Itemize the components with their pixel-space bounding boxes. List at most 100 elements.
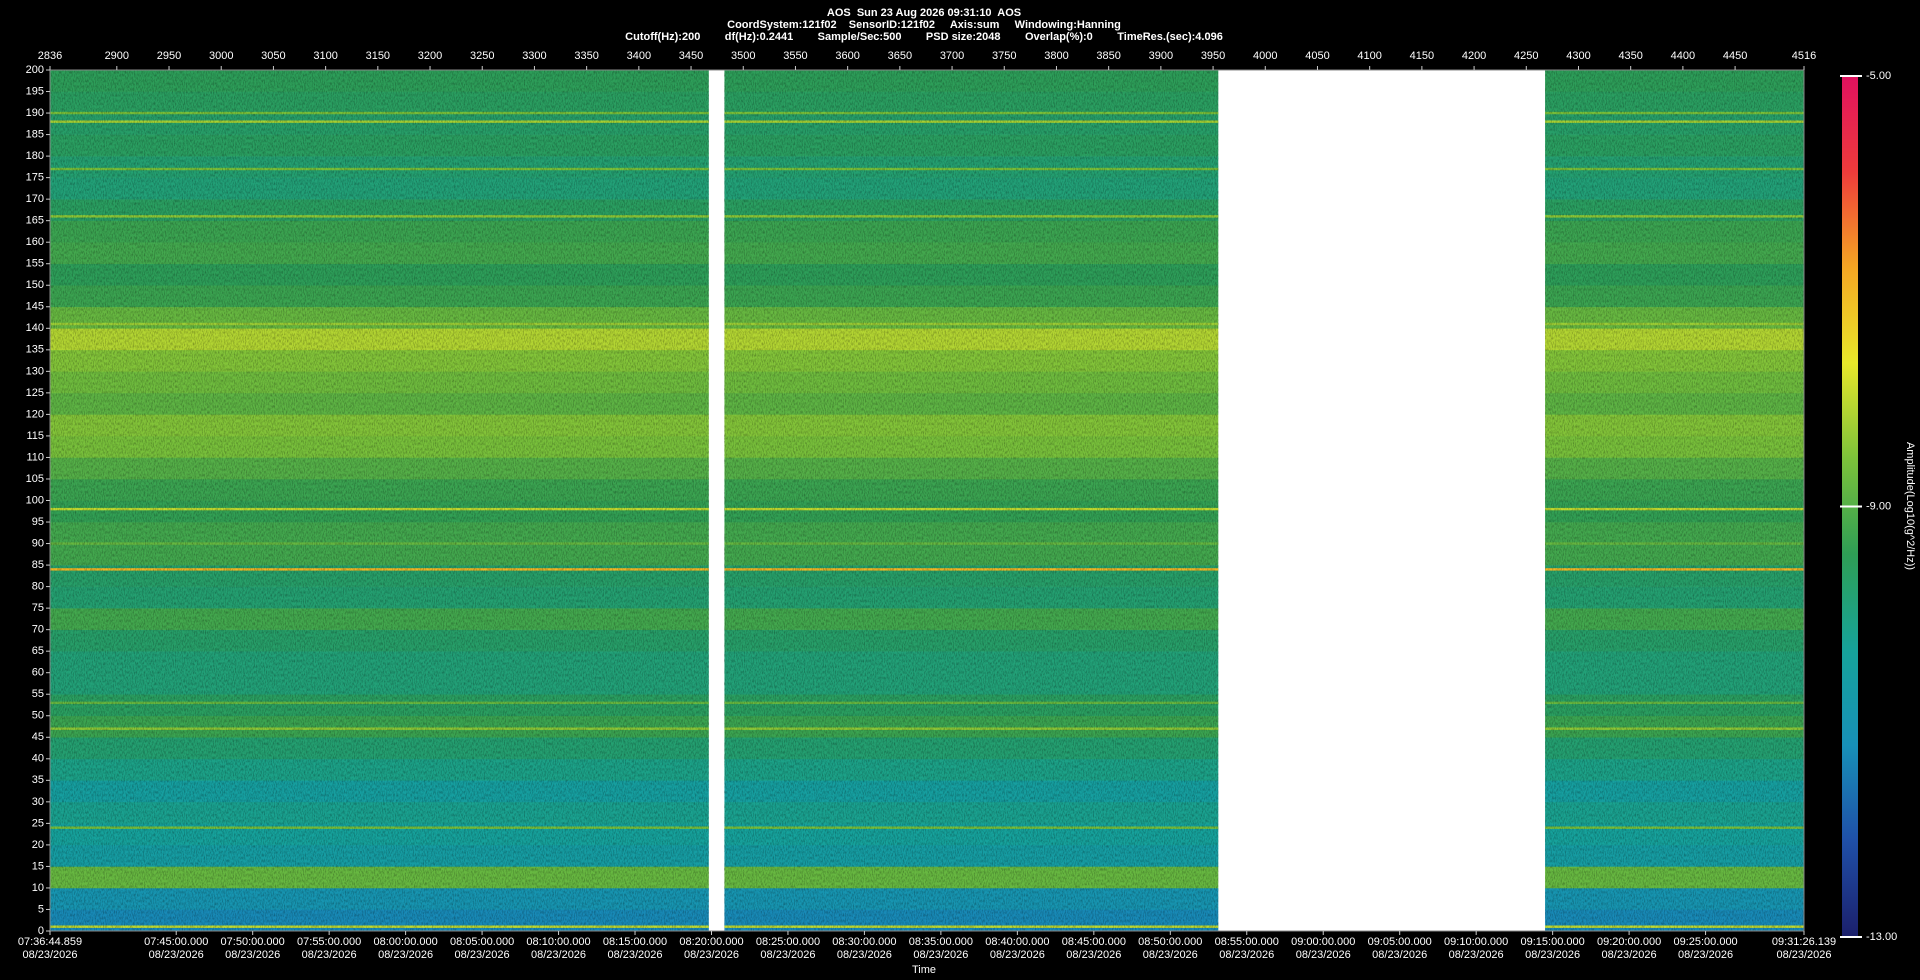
time-tick-label: 09:10:00.000 08/23/2026 — [1444, 936, 1509, 961]
y-tick-label: 65 — [32, 645, 44, 657]
time-tick-label: 07:55:00.000 08/23/2026 — [297, 936, 362, 961]
x-tick-label: 2950 — [157, 50, 181, 62]
colorbar-tick-label: -5.00 — [1866, 70, 1891, 82]
y-tick-label: 60 — [32, 667, 44, 679]
time-tick-label: 08:50:00.000 08/23/2026 — [1138, 936, 1203, 961]
time-tick-label: 07:45:00.000 08/23/2026 — [144, 936, 209, 961]
x-tick-label: 3500 — [731, 50, 755, 62]
time-tick-label: 08:45:00.000 08/23/2026 — [1061, 936, 1126, 961]
y-tick-label: 95 — [32, 516, 44, 528]
y-tick-label: 15 — [32, 860, 44, 872]
texture — [50, 70, 709, 931]
time-tick-label: 08:25:00.000 08/23/2026 — [755, 936, 821, 961]
y-tick-label: 110 — [26, 451, 44, 463]
x-tick-label: 3050 — [261, 50, 285, 62]
y-tick-label: 200 — [26, 64, 44, 76]
y-tick-label: 135 — [26, 344, 44, 356]
y-tick-label: 30 — [32, 796, 44, 808]
time-tick-label: 08:30:00.000 08/23/2026 — [832, 936, 897, 961]
x-tick-label: 3450 — [679, 50, 703, 62]
x-tick-label: 3350 — [574, 50, 598, 62]
time-tick-label: 08:15:00.000 08/23/2026 — [602, 936, 668, 961]
time-tick-label: 08:00:00.000 08/23/2026 — [373, 936, 438, 961]
y-tick-label: 125 — [26, 387, 44, 399]
time-tick-label: 09:25:00.000 08/23/2026 — [1673, 936, 1738, 961]
y-tick-label: 185 — [26, 128, 44, 140]
y-tick-label: 170 — [26, 193, 44, 205]
x-tick-label: 4400 — [1671, 50, 1695, 62]
x-tick-label: 3300 — [522, 50, 546, 62]
texture — [1545, 70, 1804, 931]
y-tick-label: 150 — [26, 279, 44, 291]
time-tick-label: 08:40:00.000 08/23/2026 — [985, 936, 1050, 961]
y-tick-label: 50 — [32, 710, 44, 722]
y-tick-label: 190 — [26, 107, 44, 119]
y-tick-label: 85 — [32, 559, 44, 571]
x-tick-label: 2836 — [38, 50, 62, 62]
y-tick-label: 0 — [38, 925, 44, 937]
time-tick-label: 07:36:44.859 08/23/2026 — [17, 936, 83, 961]
x-tick-label: 3200 — [418, 50, 442, 62]
time-tick-label: 09:15:00.000 08/23/2026 — [1520, 936, 1585, 961]
y-tick-label: 155 — [26, 258, 44, 270]
y-tick-label: 80 — [32, 581, 44, 593]
x-tick-label: 4000 — [1253, 50, 1277, 62]
x-tick-label: 4350 — [1618, 50, 1642, 62]
y-tick-label: 10 — [32, 882, 44, 894]
x-tick-label: 4300 — [1566, 50, 1590, 62]
y-tick-label: 140 — [26, 322, 44, 334]
x-tick-label: 4250 — [1514, 50, 1538, 62]
x-tick-label: 4100 — [1357, 50, 1381, 62]
x-tick-label: 3650 — [888, 50, 912, 62]
y-tick-label: 75 — [32, 602, 44, 614]
x-tick-label: 3600 — [835, 50, 859, 62]
x-axis-label: Time — [912, 964, 936, 976]
time-tick-label: 09:31:26.139 08/23/2026 — [1771, 936, 1837, 961]
time-tick-label: 08:20:00.000 08/23/2026 — [679, 936, 744, 961]
x-tick-label: 3700 — [940, 50, 964, 62]
time-tick-label: 08:55:00.000 08/23/2026 — [1214, 936, 1279, 961]
x-tick-label: 3550 — [783, 50, 807, 62]
y-tick-label: 25 — [32, 817, 44, 829]
time-tick-label: 09:05:00.000 08/23/2026 — [1367, 936, 1432, 961]
time-tick-label: 08:35:00.000 08/23/2026 — [908, 936, 973, 961]
y-tick-label: 70 — [32, 624, 44, 636]
colorbar-label: Amplitude(Log10(g^2/Hz)) — [1904, 442, 1916, 570]
y-tick-label: 130 — [26, 365, 44, 377]
x-tick-label: 4516 — [1792, 50, 1816, 62]
y-tick-label: 100 — [26, 494, 44, 506]
y-tick-label: 20 — [32, 839, 44, 851]
y-tick-label: 120 — [26, 408, 44, 420]
y-tick-label: 40 — [32, 753, 44, 765]
x-tick-label: 4450 — [1723, 50, 1747, 62]
y-tick-label: 195 — [26, 85, 44, 97]
y-tick-label: 35 — [32, 774, 44, 786]
x-tick-label: 3250 — [470, 50, 494, 62]
y-tick-label: 180 — [26, 150, 44, 162]
x-tick-label: 3100 — [313, 50, 337, 62]
y-tick-label: 5 — [38, 903, 44, 915]
x-tick-label: 4200 — [1462, 50, 1486, 62]
chart-subtitle: CoordSystem:121f02 SensorID:121f02 Axis:… — [727, 19, 1121, 31]
time-tick-label: 08:05:00.000 08/23/2026 — [449, 936, 515, 961]
x-tick-label: 3750 — [992, 50, 1016, 62]
x-tick-label: 3850 — [1096, 50, 1120, 62]
y-tick-label: 105 — [26, 473, 44, 485]
x-tick-label: 4050 — [1305, 50, 1329, 62]
y-tick-label: 90 — [32, 537, 44, 549]
y-tick-label: 45 — [32, 731, 44, 743]
x-tick-label: 3900 — [1149, 50, 1173, 62]
time-tick-label: 07:50:00.000 08/23/2026 — [220, 936, 285, 961]
x-tick-label: 3800 — [1044, 50, 1068, 62]
x-tick-label: 3150 — [366, 50, 390, 62]
time-tick-label: 09:20:00.000 08/23/2026 — [1596, 936, 1662, 961]
x-tick-label: 4150 — [1410, 50, 1434, 62]
y-tick-label: 55 — [32, 688, 44, 700]
chart-subtitle: Cutoff(Hz):200 df(Hz):0.2441 Sample/Sec:… — [625, 31, 1223, 43]
y-tick-label: 115 — [26, 430, 44, 442]
time-tick-label: 08:10:00.000 08/23/2026 — [526, 936, 591, 961]
texture — [724, 70, 1219, 931]
y-tick-label: 175 — [26, 172, 44, 184]
